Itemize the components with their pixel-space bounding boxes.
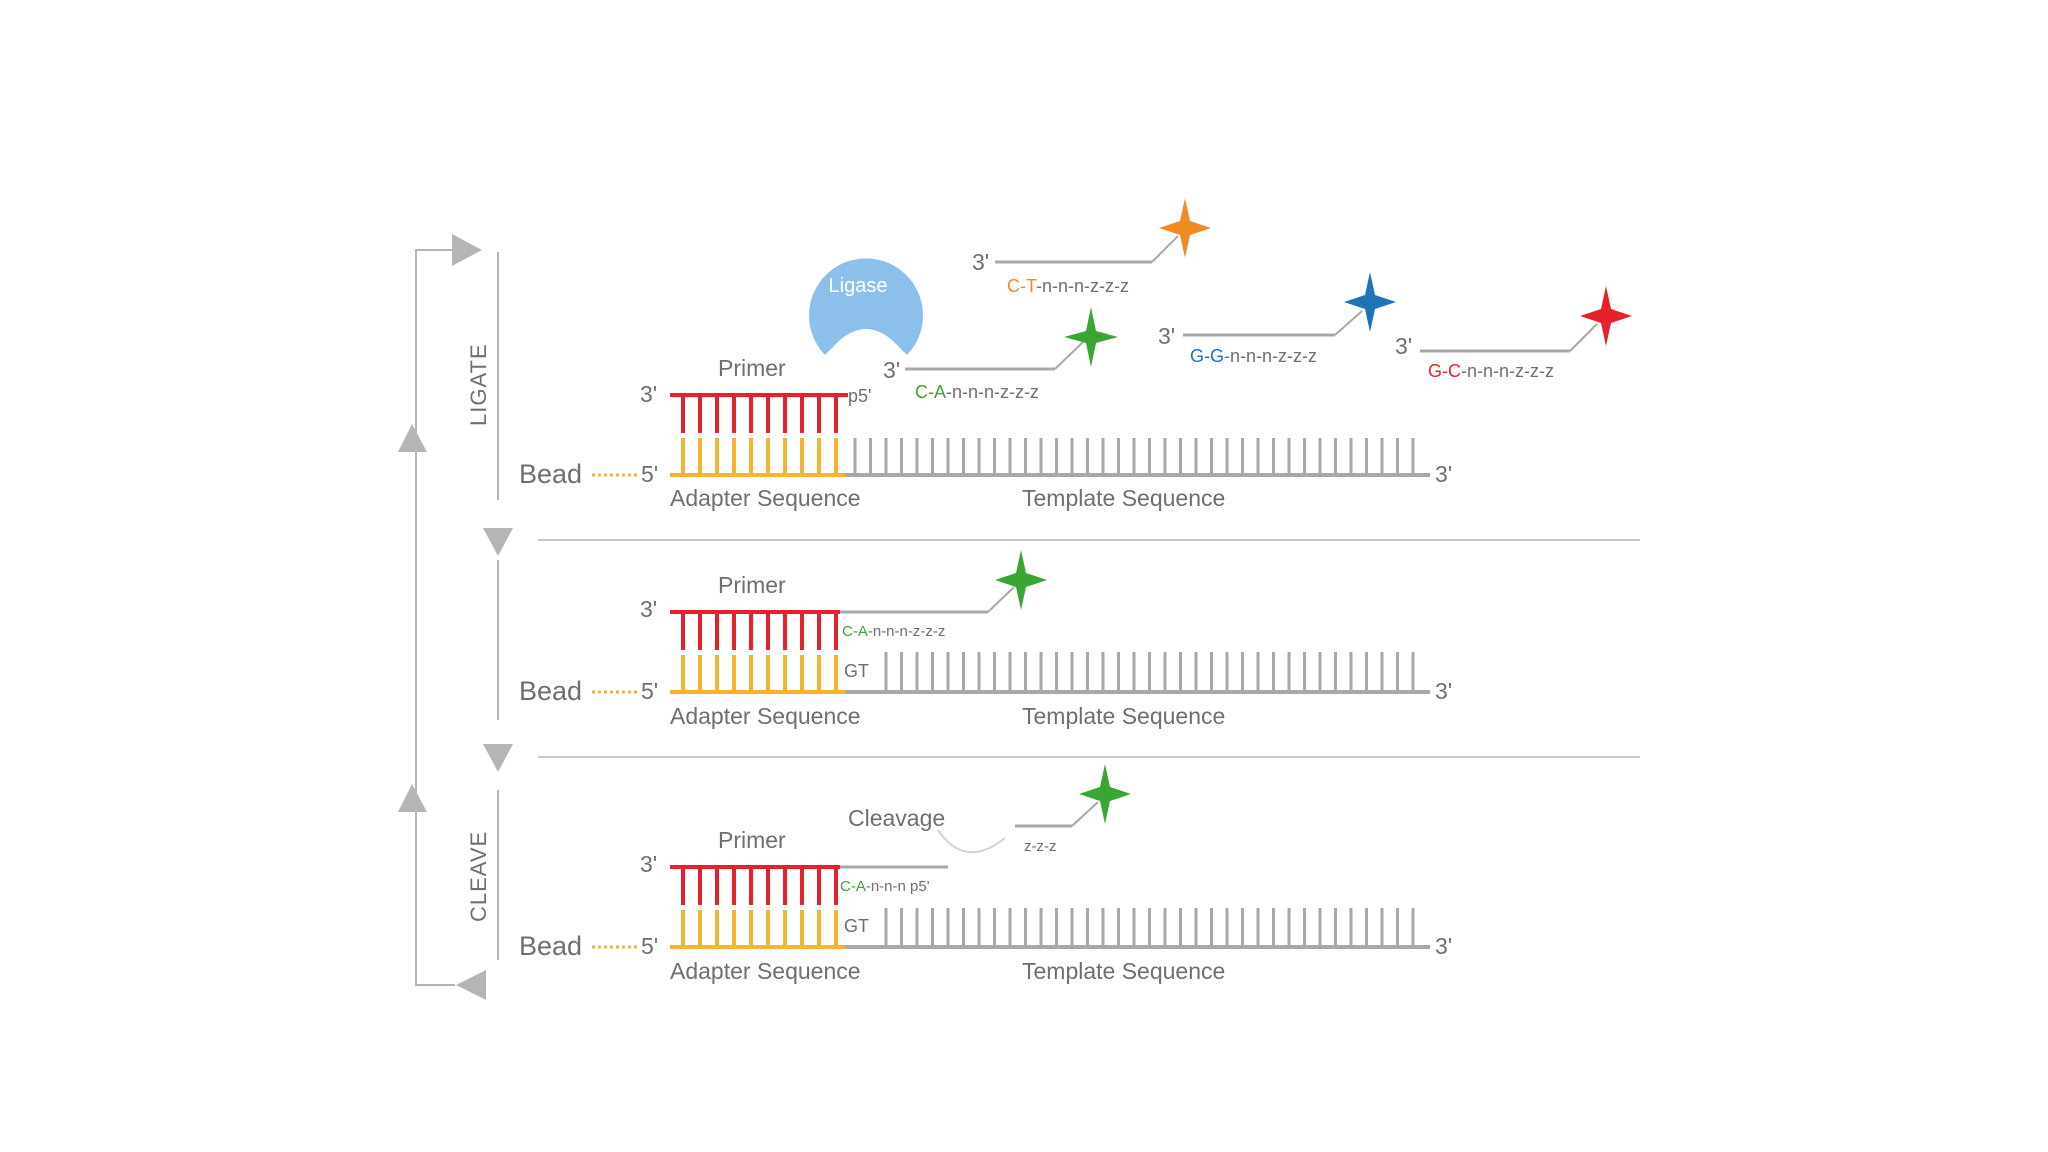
gt-label: GT [844, 661, 869, 681]
cleave-label: CLEAVE [466, 831, 491, 922]
panel-cleave: z-z-z Cleavage Primer 3' C-A-n-n-n p5' G… [519, 764, 1452, 984]
orange-star-icon [1159, 198, 1211, 258]
probe-ca: 3' C-A-n-n-n-z-z-z [883, 307, 1118, 402]
green-star-icon [1064, 307, 1118, 367]
probe-sequence: C-A-n-n-n-z-z-z [915, 382, 1039, 402]
probe-sequence: C-A-n-n-n-z-z-z [842, 623, 945, 640]
template-rungs [884, 652, 1415, 692]
panel-ligate: Ligase Primer 3' p5' Bead 5' 3' Adapter … [519, 198, 1632, 511]
bead-label: Bead [519, 931, 582, 961]
ligase-label: Ligase [829, 275, 888, 297]
panel-ligated: Primer 3' C-A-n-n-n-z-z-z GT Bead 5' 3' … [519, 550, 1452, 729]
probe-sequence: G-G-n-n-n-z-z-z [1190, 346, 1317, 366]
ligase-enzyme [809, 258, 923, 355]
primer-rungs [681, 867, 838, 905]
arrow-up-icon [398, 424, 427, 452]
template-sequence-label: Template Sequence [1022, 958, 1225, 984]
adapter-5prime: 5' [641, 461, 658, 487]
adapter-rungs [681, 910, 838, 947]
ligate-label: LIGATE [466, 343, 491, 426]
template-rungs [853, 438, 1415, 475]
primer-3prime: 3' [640, 596, 657, 622]
arrow-down-icon [483, 744, 513, 772]
arrow-down-icon [483, 528, 513, 556]
template-3prime: 3' [1435, 461, 1452, 487]
primer-rungs [681, 612, 838, 650]
adapter-5prime: 5' [641, 933, 658, 959]
cleaved-fragment-label: z-z-z [1024, 838, 1057, 855]
cleavage-arc [937, 829, 1006, 854]
probe-3prime: 3' [1395, 333, 1412, 359]
probe-sequence: G-C-n-n-n-z-z-z [1428, 361, 1554, 381]
gt-label: GT [844, 916, 869, 936]
primer-label: Primer [718, 827, 786, 853]
probe-sequence: C-T-n-n-n-z-z-z [1007, 276, 1129, 296]
probe-3prime: 3' [972, 249, 989, 275]
probe-gc: 3' G-C-n-n-n-z-z-z [1395, 286, 1632, 381]
template-rungs [884, 908, 1415, 947]
primer-rungs [681, 395, 838, 433]
adapter-sequence-label: Adapter Sequence [670, 485, 861, 511]
adapter-5prime: 5' [641, 678, 658, 704]
primer-3prime: 3' [640, 851, 657, 877]
red-star-icon [1580, 286, 1632, 346]
cleavage-label: Cleavage [848, 805, 945, 831]
adapter-sequence-label: Adapter Sequence [670, 958, 861, 984]
primer-3prime: 3' [640, 381, 657, 407]
adapter-rungs [681, 655, 838, 692]
adapter-sequence-label: Adapter Sequence [670, 703, 861, 729]
green-star-icon [1079, 764, 1131, 824]
template-sequence-label: Template Sequence [1022, 485, 1225, 511]
arrow-right-icon [452, 234, 482, 266]
probe-3prime: 3' [883, 357, 900, 383]
primer-label: Primer [718, 355, 786, 381]
cycle-arrows [415, 249, 499, 986]
template-3prime: 3' [1435, 933, 1452, 959]
arrow-left-icon [456, 970, 486, 1000]
probe-ct: 3' C-T-n-n-n-z-z-z [972, 198, 1211, 296]
bead-label: Bead [519, 676, 582, 706]
blue-star-icon [1344, 272, 1396, 332]
primer-label: Primer [718, 572, 786, 598]
probe-gg: 3' G-G-n-n-n-z-z-z [1158, 272, 1396, 366]
template-sequence-label: Template Sequence [1022, 703, 1225, 729]
template-3prime: 3' [1435, 678, 1452, 704]
probe-3prime: 3' [1158, 323, 1175, 349]
bead-label: Bead [519, 459, 582, 489]
arrow-up-icon [398, 784, 427, 812]
p5-label: p5' [848, 386, 871, 406]
green-star-icon [995, 550, 1047, 610]
adapter-rungs [681, 438, 838, 475]
probe-sequence: C-A-n-n-n p5' [840, 878, 930, 895]
